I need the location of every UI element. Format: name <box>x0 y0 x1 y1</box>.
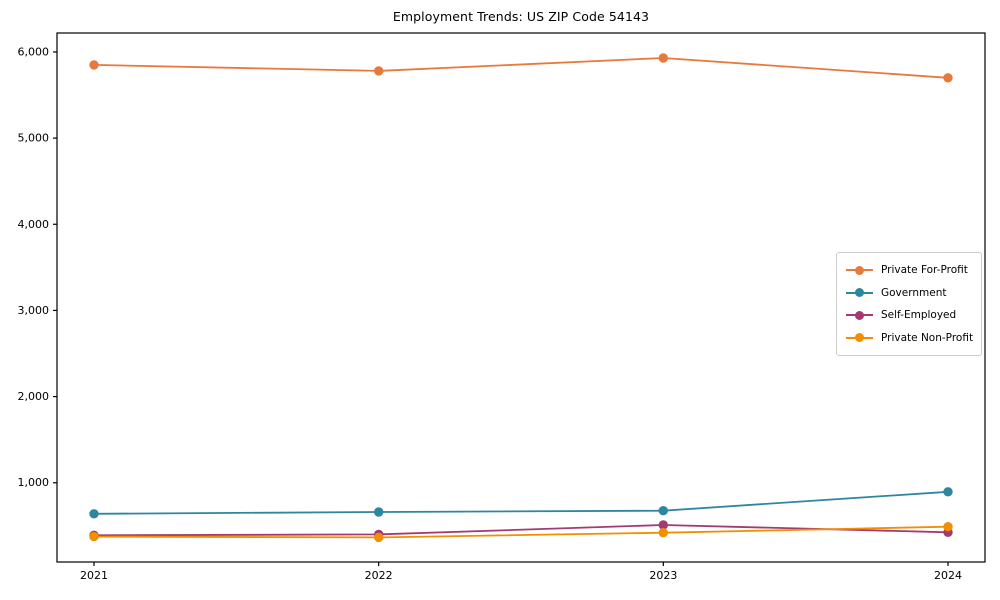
marker-private-non-profit <box>658 528 668 538</box>
y-tick-label: 4,000 <box>18 218 50 231</box>
marker-private-non-profit <box>374 532 384 543</box>
plot-border <box>56 32 986 563</box>
chart-title: Employment Trends: US ZIP Code 54143 <box>392 9 650 24</box>
legend-marker-icon <box>846 288 873 298</box>
marker-government <box>658 506 668 516</box>
series-line-private-non-profit <box>93 525 949 539</box>
marker-government <box>89 509 99 519</box>
y-tick-label: 5,000 <box>18 132 50 145</box>
x-tick-label: 2022 <box>365 569 393 582</box>
legend-item-government: Government <box>846 282 973 305</box>
legend: Private For-Profit Government Self-Employe… <box>836 252 982 356</box>
legend-item-private-for-profit: Private For-Profit <box>846 259 973 282</box>
series-line-government <box>93 490 949 515</box>
series-line-private-for-profit <box>93 57 949 79</box>
marker-private-for-profit <box>943 73 953 83</box>
legend-item-self-employed: Self-Employed <box>846 304 973 327</box>
marker-private-for-profit <box>374 66 384 76</box>
y-tick-label: 1,000 <box>18 476 50 489</box>
legend-label: Private For-Profit <box>881 264 968 277</box>
series-line-self-employed <box>93 524 949 537</box>
marker-government <box>943 487 953 497</box>
x-tick-label: 2021 <box>80 569 108 582</box>
y-tick-label: 2,000 <box>18 390 50 403</box>
legend-label: Private Non-Profit <box>881 331 974 344</box>
marker-government <box>374 507 384 517</box>
legend-marker-icon <box>846 265 873 275</box>
x-tick-label: 2023 <box>649 569 677 582</box>
y-tick-label: 3,000 <box>18 304 50 317</box>
legend-marker-icon <box>846 310 873 320</box>
legend-label: Self-Employed <box>881 309 957 322</box>
marker-private-for-profit <box>89 60 99 70</box>
x-tick-label: 2024 <box>934 569 962 582</box>
marker-private-non-profit <box>943 522 953 532</box>
marker-private-non-profit <box>89 531 99 542</box>
y-tick-label: 6,000 <box>18 45 50 58</box>
marker-private-for-profit <box>658 53 668 63</box>
marker-self-employed <box>658 520 668 530</box>
legend-item-private-non-profit: Private Non-Profit <box>846 327 973 350</box>
legend-label: Government <box>881 286 947 299</box>
legend-marker-icon <box>846 333 873 343</box>
